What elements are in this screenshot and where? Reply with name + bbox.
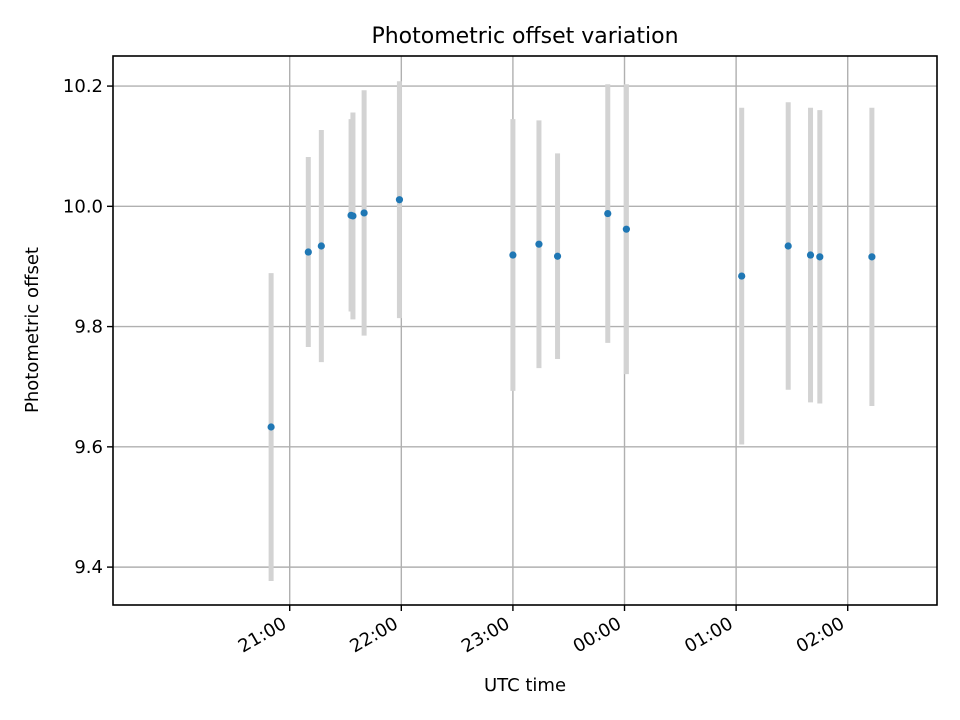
data-point: [349, 212, 357, 220]
data-point: [360, 209, 368, 217]
data-point: [806, 251, 815, 259]
data-points: [267, 196, 876, 431]
axis-ticks: 21:00 22:00 23:00 00:00 01:00 02:00 9.4 9.6 9.8 1…: [63, 76, 849, 657]
data-point: [784, 242, 792, 250]
x-tick-label: 23:00: [458, 613, 513, 657]
x-axis-label: UTC time: [484, 675, 566, 696]
data-point: [738, 272, 746, 280]
y-tick-label: 10.2: [63, 76, 103, 97]
data-point: [868, 253, 876, 261]
x-tick-label: 00:00: [570, 613, 625, 657]
data-point: [509, 251, 517, 259]
plot-frame: [112, 55, 938, 606]
x-tick-label: 22:00: [346, 613, 401, 657]
y-axis-label: Photometric offset: [22, 247, 43, 413]
data-point: [535, 240, 543, 248]
grid: [113, 56, 937, 605]
y-tick-label: 9.4: [74, 557, 103, 578]
chart-title: Photometric offset variation: [371, 24, 678, 49]
x-tick-label: 02:00: [793, 613, 848, 657]
y-tick-label: 9.8: [74, 317, 103, 338]
x-tick-label: 21:00: [235, 613, 290, 657]
data-point: [604, 209, 612, 218]
data-point: [304, 248, 312, 256]
data-point: [317, 242, 325, 250]
data-point: [553, 252, 562, 260]
y-tick-label: 9.6: [74, 437, 103, 458]
data-point: [816, 253, 824, 261]
data-point: [267, 423, 275, 431]
x-tick-label: 01:00: [681, 613, 736, 657]
y-tick-label: 10.0: [63, 196, 103, 217]
data-point: [622, 225, 630, 233]
error-bars: [268, 81, 875, 581]
data-point: [395, 196, 404, 204]
